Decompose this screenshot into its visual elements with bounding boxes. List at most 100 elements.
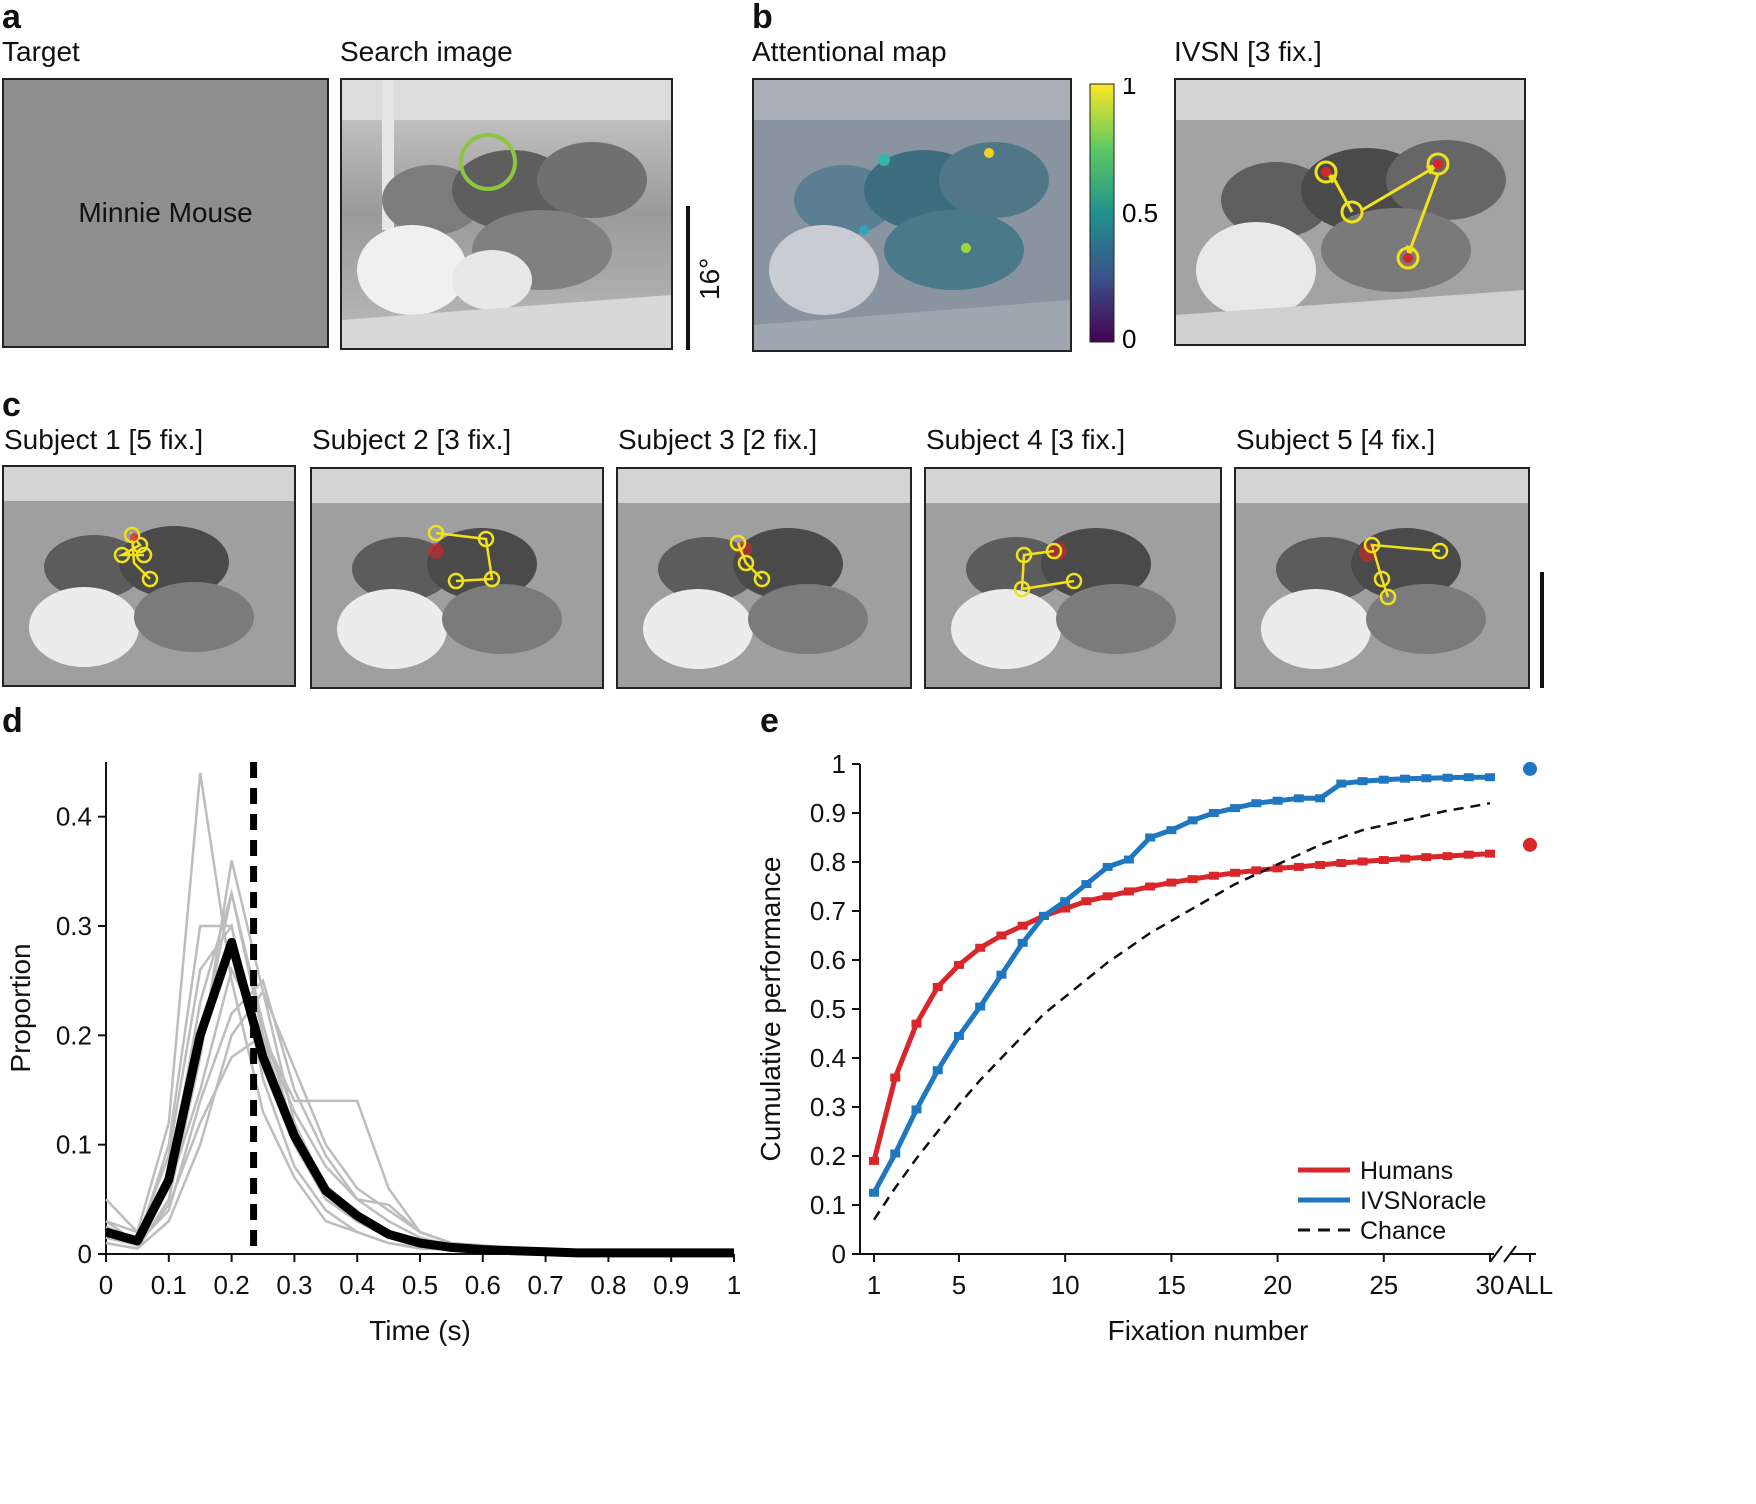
y-tick-label: 0.1 (56, 1130, 92, 1160)
humans-marker (1293, 862, 1304, 871)
y-tick-label: 0.2 (56, 1020, 92, 1050)
humans-marker (1357, 857, 1368, 866)
ivsnoracle-marker (975, 1002, 986, 1011)
humans-marker (1081, 897, 1092, 906)
scale-label: 16° (694, 257, 725, 300)
axis-break-mark (1503, 1245, 1517, 1263)
panel-c-letter: c (2, 386, 21, 424)
ivsnoracle-marker (1230, 804, 1241, 813)
subject-2-label: Subject 2 [3 fix.] (312, 424, 512, 455)
y-tick-label: 0.3 (56, 911, 92, 941)
subject-line-6 (105, 966, 734, 1255)
colorbar: 1 0.5 0 (1089, 78, 1158, 348)
humans-marker (975, 943, 986, 952)
y-tick-label: 1 (832, 749, 846, 779)
ivsnoracle-marker (1315, 794, 1326, 803)
subject-4-scanpath (924, 467, 1222, 689)
x-tick-label: 0.2 (214, 1270, 250, 1300)
subject-2-scanpath (310, 467, 604, 689)
y-tick-label: 0 (832, 1239, 846, 1269)
humans-marker (1442, 852, 1453, 861)
chart-e: 00.10.20.30.40.50.60.70.80.911 5 10 15 20 25 3… (755, 749, 1553, 1346)
y-tick-label: 0.5 (810, 994, 846, 1024)
subject-1-label: Subject 1 [5 fix.] (4, 424, 204, 455)
subject-line-1 (105, 772, 734, 1255)
scale-bar (686, 206, 690, 350)
ivsnoracle-marker (1123, 855, 1134, 864)
x-tick-label: 1 (727, 1270, 741, 1300)
ivsnoracle-marker (869, 1188, 879, 1197)
x-tick-label: 0.8 (590, 1270, 626, 1300)
x-tick-label: 25 (1369, 1270, 1398, 1300)
y-axis-label: Proportion (5, 943, 36, 1072)
ivsnoracle-marker (1081, 880, 1092, 889)
y-axis-label: Cumulative performance (755, 856, 786, 1161)
legend-label-humans: Humans (1360, 1157, 1453, 1185)
x-tick-label: 0.5 (402, 1270, 438, 1300)
x-axis-label: Time (s) (369, 1315, 471, 1346)
x-tick-label: ALL (1507, 1270, 1553, 1300)
mean-line (104, 937, 734, 1258)
chart-d: 0 0.1 0.2 0.3 0.4 0 0.1 0.2 0.3 0.4 0.5 0.6 0.7 0.8 0.… (5, 762, 741, 1346)
colorbar-tick-05: 0.5 (1122, 198, 1158, 228)
ivsnoracle-marker (1442, 773, 1453, 782)
humans-marker (1230, 868, 1241, 877)
ivsnoracle-marker (1251, 799, 1262, 808)
target-box: Minnie Mouse (2, 78, 329, 348)
panel-e-letter: e (760, 702, 779, 740)
x-tick-label: 0 (99, 1270, 113, 1300)
humans-marker (996, 931, 1007, 940)
y-tick-label: 0.2 (810, 1141, 846, 1171)
subject-line-2 (105, 888, 734, 1255)
humans-marker (953, 960, 964, 969)
x-tick-label: 20 (1263, 1270, 1292, 1300)
y-tick-label: 0.1 (810, 1190, 846, 1220)
x-tick-label: 15 (1157, 1270, 1186, 1300)
ivsnoracle-marker (1166, 826, 1177, 835)
ivsn-image (1174, 78, 1526, 346)
subject-4-label: Subject 4 [3 fix.] (926, 424, 1126, 455)
ivsnoracle-marker (1421, 774, 1432, 783)
y-tick-label: 0 (78, 1239, 92, 1269)
humans-marker (932, 982, 943, 991)
humans-marker (1017, 921, 1028, 930)
x-tick-label: 1 (867, 1270, 881, 1300)
panel-a-letter: a (2, 0, 21, 36)
humans-marker (1336, 858, 1347, 867)
x-tick-label: 30 (1476, 1270, 1505, 1300)
subject-5-label: Subject 5 [4 fix.] (1236, 424, 1436, 455)
subject-3-scanpath (616, 467, 912, 689)
ivsnoracle-marker (1400, 774, 1411, 783)
humans-marker (1166, 878, 1177, 887)
panel-b-letter: b (752, 0, 773, 36)
x-axis-label: Fixation number (1108, 1315, 1309, 1346)
humans-marker (911, 1019, 922, 1028)
humans-marker (1123, 887, 1134, 896)
chance-line (872, 801, 1491, 1221)
ivsnoracle-marker (1336, 779, 1347, 788)
legend-label-chance: Chance (1360, 1217, 1446, 1245)
y-tick-label: 0.9 (810, 798, 846, 828)
attention-map (752, 78, 1072, 352)
colorbar-tick-1: 1 (1122, 78, 1136, 100)
humans-marker (1400, 854, 1411, 863)
humans-all-point (1523, 837, 1537, 852)
x-tick-label: 0.3 (276, 1270, 312, 1300)
ivsnoracle-marker (932, 1066, 943, 1075)
x-tick-label: 0.6 (465, 1270, 501, 1300)
ivsnoracle-marker (1357, 777, 1368, 786)
y-tick-label: 0.4 (810, 1043, 846, 1073)
search-image (340, 78, 673, 350)
x-tick-label: 5 (952, 1270, 966, 1300)
humans-marker (1421, 853, 1432, 862)
humans-marker (1187, 875, 1198, 884)
attention-map-label: Attentional map (752, 36, 947, 67)
humans-marker (1060, 904, 1071, 913)
ivsn-label: IVSN [3 fix.] (1174, 36, 1322, 67)
x-tick-label: 0.9 (653, 1270, 689, 1300)
y-tick-label: 0.3 (810, 1092, 846, 1122)
humans-marker (1272, 864, 1283, 873)
x-tick-label: 0.7 (528, 1270, 564, 1300)
target-label: Target (2, 36, 80, 67)
subject-line-9 (105, 892, 734, 1255)
